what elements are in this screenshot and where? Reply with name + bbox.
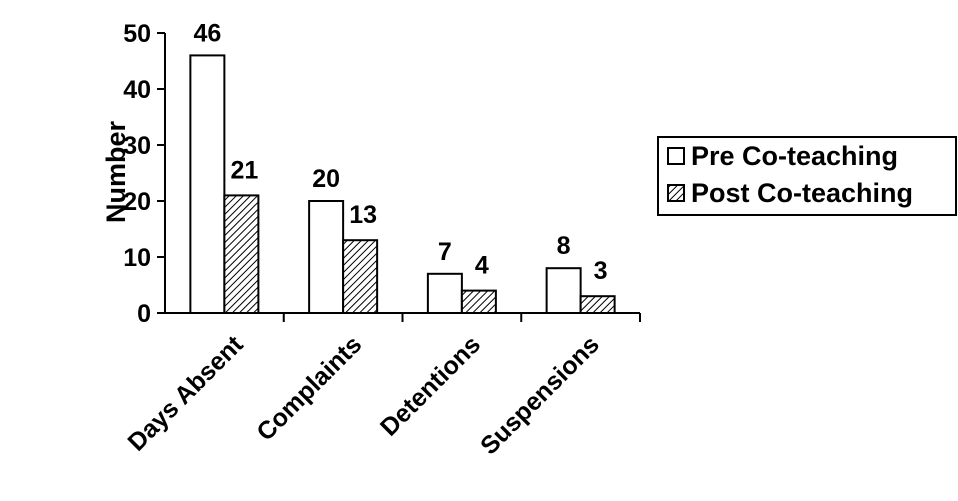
- bar-post: [579, 295, 616, 315]
- legend-label-post: Post Co-teaching: [691, 177, 914, 208]
- bars: [189, 54, 616, 315]
- data-label: 21: [230, 156, 258, 184]
- x-tick-label: Detentions: [375, 330, 486, 441]
- bar-post: [460, 289, 497, 315]
- legend-label-pre: Pre Co-teaching: [691, 140, 899, 171]
- data-label: 7: [438, 238, 452, 266]
- axes: 0 10 20 30 40 50: [123, 20, 641, 328]
- bar-pre: [189, 54, 226, 315]
- bar-post: [223, 194, 260, 314]
- x-tick-label: Suspensions: [475, 330, 605, 460]
- y-tick-label: 10: [123, 244, 151, 272]
- legend-item-pre: Pre Co-teaching: [667, 141, 898, 171]
- y-axis-label: Number: [101, 121, 131, 224]
- x-tick-label: Complaints: [251, 330, 367, 446]
- y-tick-label: 30: [123, 132, 151, 160]
- y-tick-label: 40: [123, 76, 151, 104]
- data-label: 20: [312, 165, 340, 193]
- data-label: 4: [475, 252, 489, 280]
- x-tick-label: Days Absent: [122, 330, 249, 457]
- data-label: 3: [594, 257, 608, 285]
- bar-post: [342, 239, 379, 314]
- data-label: 13: [349, 201, 377, 229]
- legend: Pre Co-teaching Post Co-teaching: [657, 136, 957, 216]
- bar-pre: [426, 272, 463, 314]
- data-label: 46: [193, 19, 221, 47]
- data-label: 8: [557, 232, 571, 260]
- y-tick-label: 0: [137, 300, 151, 328]
- bar-pre: [545, 267, 582, 315]
- y-tick-label: 50: [123, 20, 151, 48]
- legend-swatch-post: [667, 184, 685, 202]
- legend-swatch-pre: [667, 147, 685, 165]
- bar-pre: [308, 200, 345, 314]
- y-tick-label: 20: [123, 188, 151, 216]
- legend-item-post: Post Co-teaching: [667, 178, 913, 208]
